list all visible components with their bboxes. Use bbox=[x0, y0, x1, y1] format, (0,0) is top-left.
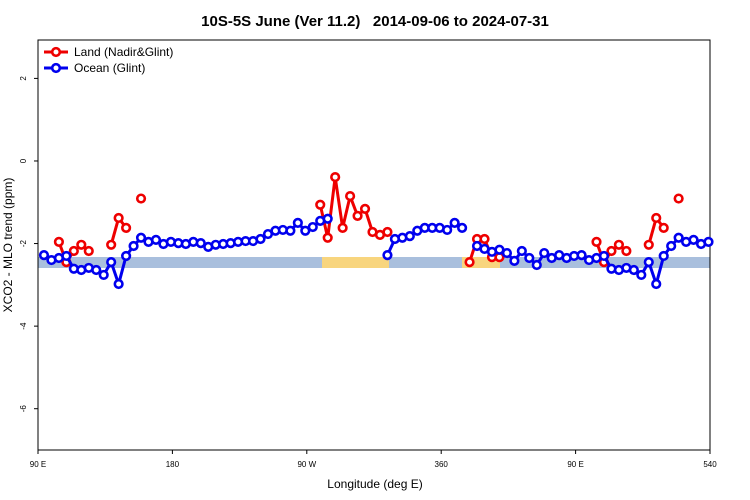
point bbox=[613, 239, 625, 250]
point bbox=[53, 236, 65, 248]
point bbox=[38, 250, 50, 261]
point bbox=[98, 269, 109, 281]
point bbox=[315, 199, 326, 210]
point bbox=[68, 245, 79, 257]
point bbox=[150, 234, 162, 245]
point bbox=[636, 269, 647, 281]
point bbox=[135, 193, 147, 204]
point bbox=[524, 252, 535, 264]
point bbox=[457, 222, 468, 233]
point bbox=[337, 222, 348, 233]
point bbox=[404, 231, 415, 242]
point bbox=[91, 264, 102, 276]
point bbox=[292, 217, 303, 229]
point bbox=[703, 236, 714, 248]
point bbox=[651, 278, 662, 290]
point bbox=[643, 239, 654, 250]
y-tick-label: -4 bbox=[19, 322, 28, 330]
point bbox=[658, 222, 669, 233]
y-tick-label: -6 bbox=[19, 405, 28, 413]
point bbox=[449, 217, 460, 229]
y-tick-label: -2 bbox=[19, 239, 28, 247]
point bbox=[651, 212, 662, 224]
legend-marker bbox=[50, 62, 62, 74]
point bbox=[255, 233, 266, 245]
point bbox=[382, 226, 393, 238]
point bbox=[606, 245, 617, 257]
x-tick-label: 180 bbox=[166, 460, 180, 469]
point bbox=[501, 247, 513, 259]
point bbox=[479, 233, 490, 245]
point bbox=[113, 212, 124, 224]
band-land bbox=[462, 257, 500, 268]
point bbox=[61, 250, 72, 262]
point bbox=[128, 240, 139, 252]
point bbox=[643, 257, 654, 268]
point bbox=[576, 250, 587, 261]
point bbox=[345, 190, 356, 202]
point bbox=[621, 245, 632, 257]
point bbox=[106, 239, 117, 250]
point bbox=[330, 171, 341, 183]
y-axis-label: XCO2 - MLO trend (ppm) bbox=[1, 178, 15, 313]
point bbox=[509, 255, 520, 266]
chart-title: 10S-5S June (Ver 11.2) 2014-09-06 to 202… bbox=[201, 13, 549, 30]
legend-marker bbox=[50, 46, 62, 58]
point bbox=[688, 234, 699, 245]
point bbox=[591, 236, 602, 248]
point bbox=[307, 221, 318, 233]
point bbox=[598, 250, 610, 262]
x-tick-label: 360 bbox=[435, 460, 449, 469]
point bbox=[359, 203, 371, 214]
surface-band bbox=[38, 257, 710, 268]
point bbox=[113, 278, 124, 290]
point bbox=[628, 264, 639, 276]
point bbox=[531, 259, 542, 271]
band-land bbox=[322, 257, 389, 268]
point bbox=[106, 257, 117, 268]
point bbox=[673, 232, 684, 243]
x-tick-label: 90 E bbox=[30, 460, 46, 469]
point bbox=[442, 224, 453, 236]
point bbox=[83, 245, 94, 257]
x-tick-label: 90 E bbox=[567, 460, 583, 469]
point bbox=[539, 247, 550, 259]
point bbox=[464, 257, 475, 268]
y-tick-label: 2 bbox=[19, 76, 28, 81]
legend-label: Land (Nadir&Glint) bbox=[74, 45, 173, 59]
point bbox=[322, 213, 333, 224]
point bbox=[352, 210, 363, 221]
point bbox=[195, 238, 206, 249]
point bbox=[135, 232, 147, 243]
point bbox=[516, 245, 527, 257]
point bbox=[285, 225, 296, 236]
point bbox=[666, 240, 677, 252]
x-axis-label: Longitude (deg E) bbox=[327, 477, 422, 491]
point bbox=[322, 232, 333, 243]
legend-label: Ocean (Glint) bbox=[74, 61, 145, 75]
point bbox=[76, 239, 87, 250]
point bbox=[121, 250, 132, 262]
point bbox=[658, 250, 669, 262]
x-tick-label: 90 W bbox=[297, 460, 316, 469]
y-tick-label: 0 bbox=[19, 158, 28, 163]
point bbox=[382, 250, 393, 261]
point bbox=[300, 225, 311, 236]
x-tick-label: 540 bbox=[703, 460, 717, 469]
point bbox=[673, 193, 684, 204]
point bbox=[121, 222, 132, 233]
